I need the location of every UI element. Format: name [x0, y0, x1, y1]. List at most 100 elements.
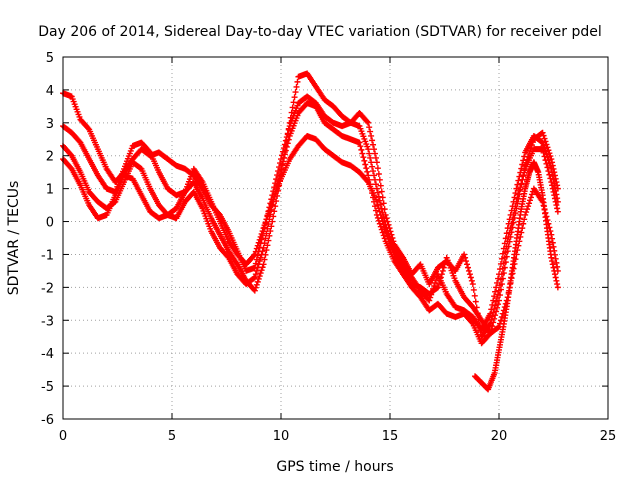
data-point [522, 162, 529, 169]
data-point [495, 324, 502, 331]
data-point [365, 146, 372, 153]
data-point [279, 158, 286, 165]
data-point [370, 168, 377, 175]
data-point [381, 206, 388, 213]
data-point [544, 144, 551, 151]
data-point [507, 233, 514, 240]
data-point [541, 135, 548, 142]
data-point [552, 274, 559, 281]
data-point [389, 235, 396, 241]
data-point [361, 157, 368, 164]
data-point [461, 251, 468, 258]
data-point [254, 264, 261, 271]
data-point [375, 205, 382, 212]
data-point [552, 255, 559, 262]
data-point [527, 147, 534, 154]
data-point [540, 132, 547, 139]
data-point [501, 264, 508, 271]
data-point [472, 298, 479, 305]
data-point [545, 168, 552, 175]
data-point [251, 287, 258, 294]
data-point [528, 191, 535, 198]
data-point [433, 285, 440, 292]
data-point [371, 150, 378, 157]
data-point [374, 165, 381, 172]
series-track-4 [60, 132, 407, 271]
data-point [434, 284, 441, 291]
data-point [523, 209, 530, 216]
data-point [500, 270, 507, 277]
data-point [257, 254, 264, 261]
data-point [539, 129, 546, 136]
data-point [541, 153, 548, 160]
data-point [549, 162, 556, 169]
data-point [549, 235, 556, 242]
data-point [289, 104, 296, 111]
data-point [551, 169, 558, 176]
data-point [263, 216, 270, 223]
data-point [280, 154, 287, 161]
data-point [510, 219, 517, 226]
data-point [521, 216, 528, 223]
data-point [493, 308, 500, 315]
data-point [254, 242, 261, 249]
y-tick-label: -5 [41, 380, 54, 395]
data-point [372, 181, 379, 188]
x-tick-label: 20 [491, 429, 508, 444]
data-point [358, 146, 365, 153]
data-point [251, 274, 258, 281]
axis-ticks: 0 5 10 15 20 25 -6 -5 -4 -3 -2 -1 0 1 2 3 4 5 [41, 51, 616, 444]
data-point [379, 229, 386, 236]
data-point [513, 205, 520, 212]
data-point [554, 263, 561, 270]
data-point [440, 264, 447, 271]
data-point [379, 194, 386, 201]
y-tick-label: -6 [41, 413, 54, 428]
data-point [272, 203, 279, 210]
data-point [252, 271, 259, 278]
y-tick-label: 4 [46, 84, 54, 99]
data-point [490, 319, 497, 326]
data-point [281, 151, 288, 158]
data-point [551, 271, 558, 278]
data-point [528, 142, 535, 149]
data-point [548, 254, 555, 261]
data-point [546, 150, 553, 157]
data-point [441, 261, 448, 268]
data-point [375, 171, 382, 178]
data-point [492, 312, 499, 319]
data-point [504, 248, 511, 255]
data-point [539, 139, 546, 146]
data-point [503, 230, 510, 237]
data-point [268, 201, 275, 208]
data-point [364, 168, 371, 175]
data-point [520, 220, 527, 227]
y-tick-label: 1 [46, 183, 54, 198]
data-point [520, 172, 527, 179]
data-point [437, 274, 444, 281]
data-point [527, 197, 534, 204]
data-point [550, 243, 557, 250]
data-point [509, 224, 516, 231]
x-tick-label: 0 [59, 429, 67, 444]
data-point [146, 148, 153, 155]
data-point [438, 271, 445, 278]
data-point [551, 195, 558, 202]
data-point [294, 78, 301, 85]
data-point [554, 205, 561, 212]
series-track-6 [400, 146, 561, 340]
y-tick-label: 3 [46, 117, 54, 132]
data-point [380, 200, 387, 207]
data-point [257, 270, 264, 277]
data-point [462, 254, 469, 261]
data-point [368, 132, 375, 139]
data-point [553, 259, 560, 266]
data-point [496, 292, 503, 299]
data-point [503, 253, 510, 260]
data-point [548, 156, 555, 163]
data-point [549, 182, 556, 189]
data-point [466, 271, 473, 278]
y-axis-label: SDTVAR / TECUs [6, 181, 22, 296]
data-point [499, 275, 506, 282]
